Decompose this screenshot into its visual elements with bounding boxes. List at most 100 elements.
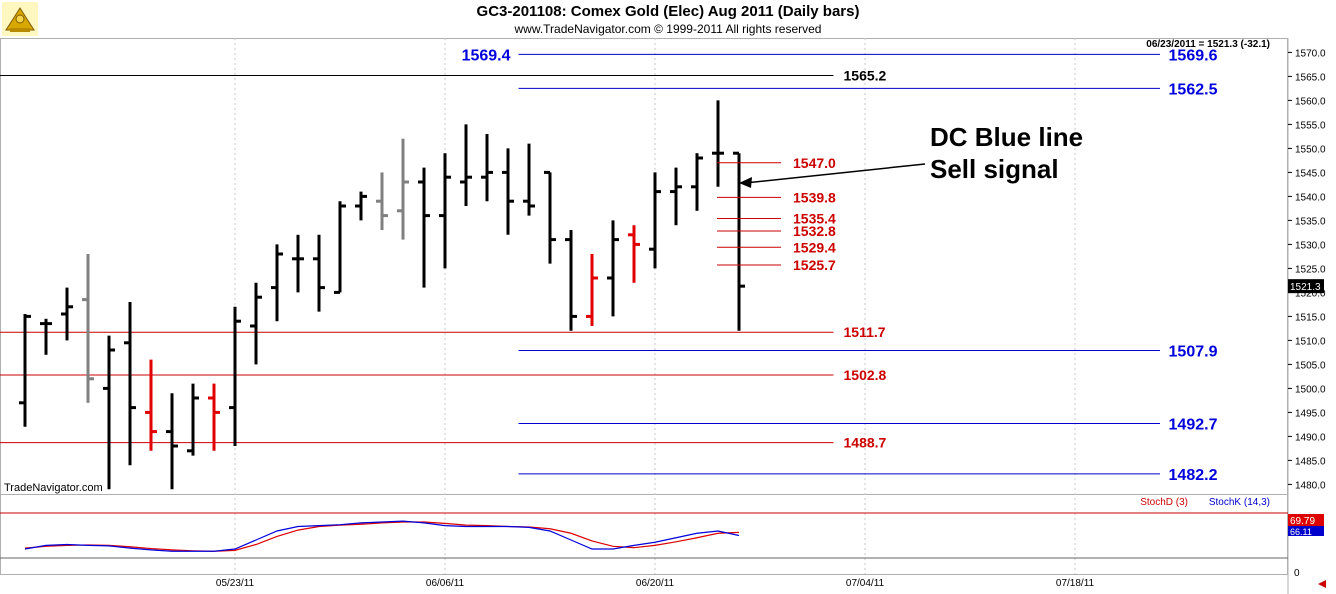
price-bar bbox=[292, 234, 304, 293]
price-bar bbox=[334, 201, 346, 294]
y-tick-label: 1550.0 bbox=[1295, 144, 1326, 155]
y-tick-label: 1500.0 bbox=[1295, 384, 1326, 395]
price-bar bbox=[19, 314, 31, 427]
stoch-k-value: 66.11 bbox=[1290, 527, 1312, 537]
price-bar bbox=[145, 359, 157, 451]
price-bar bbox=[733, 151, 745, 331]
x-tick-label: 07/04/11 bbox=[846, 578, 885, 589]
y-tick-label: 1570.0 bbox=[1295, 48, 1326, 59]
grid-lines: 06/23/2011 = 1521.3 (-32.1) TradeNavigato… bbox=[0, 38, 1289, 594]
price-bar bbox=[565, 230, 577, 331]
price-bar bbox=[439, 153, 451, 269]
y-tick-label: 1480.0 bbox=[1295, 480, 1326, 491]
stoch-d-legend: StochD (3) bbox=[1140, 497, 1188, 508]
last-price-label: 1521.3 bbox=[1290, 282, 1321, 293]
chart-title: GC3-201108: Comex Gold (Elec) Aug 2011 (… bbox=[476, 3, 860, 20]
price-bar bbox=[124, 302, 136, 466]
status-readout: 06/23/2011 = 1521.3 (-32.1) bbox=[1146, 39, 1270, 50]
price-bar bbox=[544, 170, 556, 264]
price-bar bbox=[271, 244, 283, 322]
x-tick-label: 06/06/11 bbox=[426, 578, 465, 589]
trade-navigator-logo-icon bbox=[2, 2, 38, 36]
stoch-zero-label: 0 bbox=[1294, 568, 1300, 579]
y-tick-label: 1545.0 bbox=[1295, 168, 1326, 179]
blue-level-label: 1482.2 bbox=[1169, 467, 1218, 484]
price-bar bbox=[229, 306, 241, 446]
price-bar bbox=[481, 134, 493, 202]
price-bar bbox=[208, 383, 220, 451]
blue-level-label: 1492.7 bbox=[1169, 416, 1218, 433]
annotation-line-1: DC Blue line bbox=[930, 122, 1083, 152]
blue-level-label: 1569.6 bbox=[1169, 47, 1218, 64]
price-bar bbox=[313, 234, 325, 312]
y-tick-label: 1555.0 bbox=[1295, 120, 1326, 131]
price-bars bbox=[19, 100, 745, 490]
blue-level-label: 1562.5 bbox=[1169, 81, 1218, 98]
red-level-label: 1502.8 bbox=[844, 367, 887, 383]
fib-tick-label: 1547.0 bbox=[793, 155, 836, 171]
last-price-box bbox=[1288, 279, 1324, 294]
blue-level-left-label: 1569.4 bbox=[462, 47, 511, 64]
price-bar bbox=[460, 124, 472, 206]
level-lines: 1511.7 1502.8 1488.7 1565.2 1569.6 1569.4 1562… bbox=[0, 47, 1218, 484]
fib-tick-label: 1525.7 bbox=[793, 257, 836, 273]
red-level-label: 1511.7 bbox=[844, 324, 886, 340]
y-tick-label: 1560.0 bbox=[1295, 96, 1326, 107]
price-bar bbox=[355, 191, 367, 221]
scroll-left-icon bbox=[1318, 580, 1326, 588]
copyright-text: www.TradeNavigator.com © 1999-2011 All r… bbox=[514, 22, 822, 36]
red-level-label: 1488.7 bbox=[844, 435, 887, 451]
date-axis: 05/23/11 06/06/11 06/20/11 07/04/11 07/18/11 bbox=[216, 578, 1095, 589]
y-tick-label: 1520.0 bbox=[1295, 288, 1326, 299]
stoch-k-line bbox=[24, 520, 740, 552]
stoch-k-legend: StochK (14,3) bbox=[1209, 497, 1270, 508]
stoch-k-value-box bbox=[1288, 526, 1324, 536]
y-tick-label: 1495.0 bbox=[1295, 408, 1326, 419]
annotation-arrow-head bbox=[739, 177, 752, 188]
stoch-d-value: 69.79 bbox=[1290, 516, 1315, 527]
annotation-arrow-shaft bbox=[744, 163, 926, 184]
price-bar bbox=[418, 167, 430, 288]
x-tick-label: 06/20/11 bbox=[636, 578, 675, 589]
price-bar bbox=[397, 138, 409, 240]
price-bar bbox=[712, 100, 724, 187]
price-bar bbox=[82, 254, 94, 403]
price-bar bbox=[649, 172, 661, 269]
y-tick-label: 1485.0 bbox=[1295, 456, 1326, 467]
price-bar bbox=[40, 318, 52, 355]
price-bar bbox=[607, 220, 619, 317]
price-axis: 1480.0 1485.0 1490.0 1495.0 1500.0 1505.0 1510… bbox=[1288, 48, 1326, 491]
x-tick-label: 07/18/11 bbox=[1056, 578, 1095, 589]
price-bar bbox=[670, 167, 682, 226]
price-bar bbox=[628, 225, 640, 283]
y-tick-label: 1505.0 bbox=[1295, 360, 1326, 371]
y-tick-label: 1490.0 bbox=[1295, 432, 1326, 443]
y-tick-label: 1540.0 bbox=[1295, 192, 1326, 203]
y-tick-label: 1510.0 bbox=[1295, 336, 1326, 347]
blue-level-label: 1507.9 bbox=[1169, 343, 1218, 360]
price-bar bbox=[187, 383, 199, 456]
fib-tick-label: 1529.4 bbox=[793, 239, 836, 255]
fib-tick-label: 1532.8 bbox=[793, 223, 836, 239]
stoch-d-value-box bbox=[1288, 514, 1324, 526]
black-level-label: 1565.2 bbox=[844, 67, 887, 83]
price-bar bbox=[691, 153, 703, 211]
y-tick-label: 1525.0 bbox=[1295, 264, 1326, 275]
watermark-text: TradeNavigator.com bbox=[4, 482, 103, 494]
fib-tick-label: 1535.4 bbox=[793, 210, 836, 226]
price-bar bbox=[103, 335, 115, 490]
price-bar bbox=[250, 282, 262, 365]
y-tick-label: 1530.0 bbox=[1295, 240, 1326, 251]
price-bar bbox=[586, 254, 598, 326]
x-tick-label: 05/23/11 bbox=[216, 578, 255, 589]
price-bar bbox=[376, 172, 388, 230]
annotation-line-2: Sell signal bbox=[930, 154, 1059, 184]
price-bar bbox=[523, 143, 535, 216]
price-bar bbox=[502, 148, 514, 235]
stoch-d-line bbox=[24, 521, 740, 552]
price-bar bbox=[166, 393, 178, 490]
